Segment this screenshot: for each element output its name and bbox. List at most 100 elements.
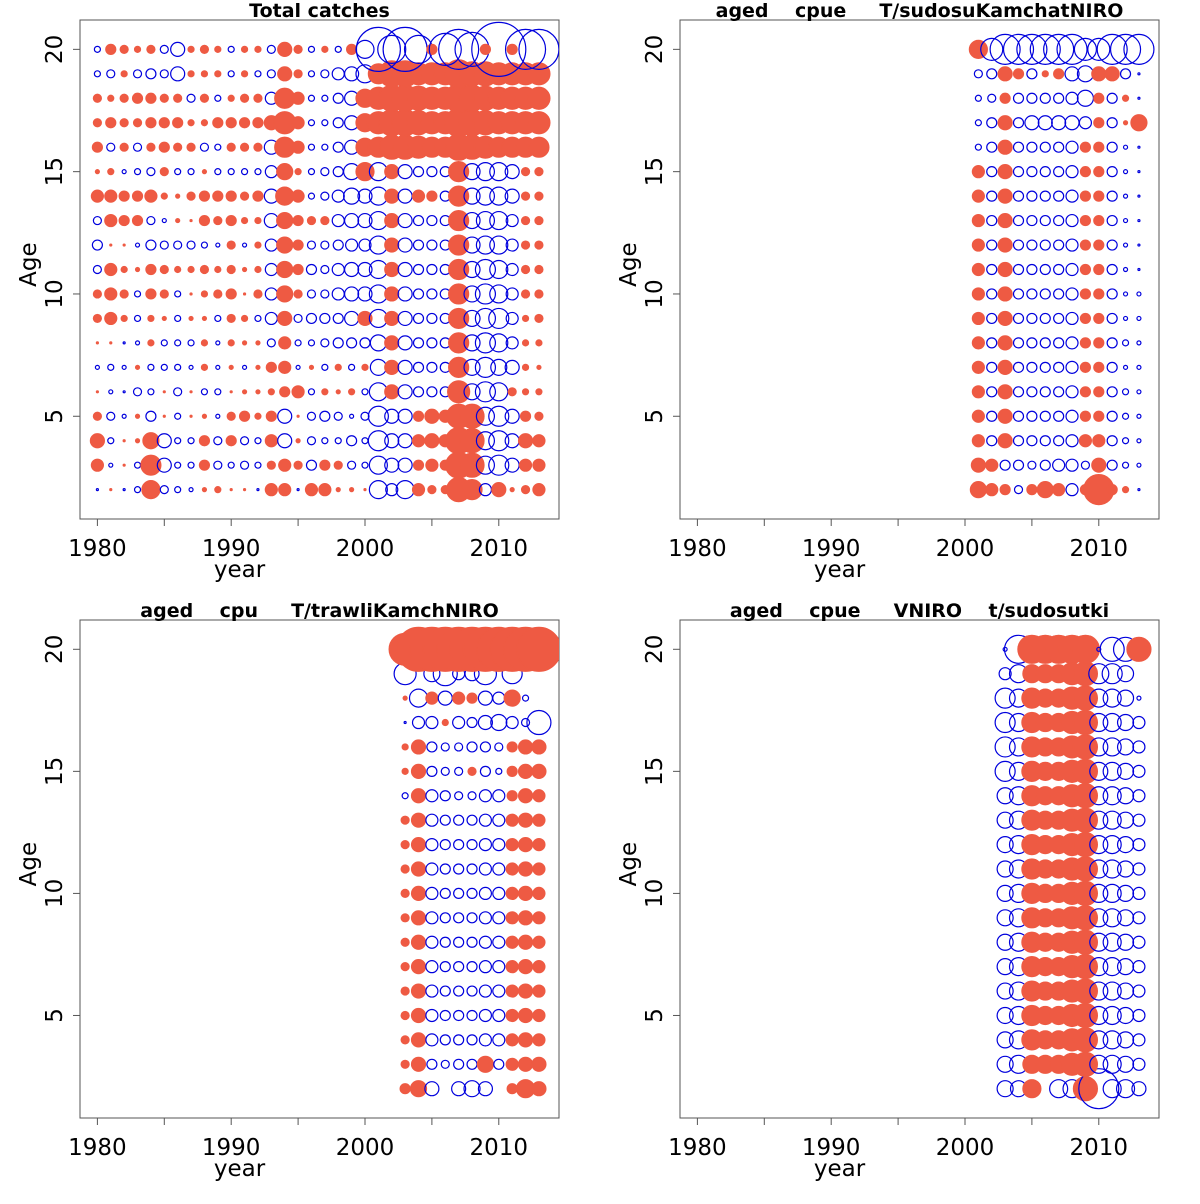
- bubble-positive: [505, 984, 519, 998]
- bubble-negative: [478, 911, 493, 925]
- bubble-positive: [503, 689, 521, 707]
- bubble-positive: [532, 837, 546, 852]
- bubble-positive: [1072, 758, 1099, 784]
- bubble-negative: [1065, 409, 1079, 423]
- bubble-negative: [1012, 361, 1025, 373]
- bubble-positive: [189, 414, 193, 418]
- bubble-negative: [174, 437, 182, 445]
- bubble-negative: [1053, 361, 1065, 373]
- bubble-negative: [1122, 242, 1129, 248]
- bubble-negative: [1065, 287, 1079, 301]
- bubble-negative: [307, 388, 316, 396]
- bubble-negative: [1116, 787, 1135, 805]
- bubble-negative: [463, 1080, 481, 1098]
- bubble-negative: [305, 459, 318, 471]
- bubble-negative: [357, 261, 373, 278]
- bubble-positive: [448, 161, 470, 183]
- bubble-negative: [319, 312, 331, 325]
- bubble-positive: [532, 434, 546, 448]
- bubble-negative: [145, 68, 157, 80]
- bubble-negative: [1065, 238, 1079, 252]
- bubble-negative: [1053, 214, 1065, 227]
- bubble-negative: [504, 164, 520, 180]
- bubble-negative: [453, 863, 465, 875]
- bubble-positive: [104, 311, 118, 326]
- bubble-negative: [505, 287, 519, 301]
- bubble-positive: [1093, 117, 1105, 129]
- bubble-negative: [1064, 66, 1080, 82]
- bubble-negative: [133, 461, 142, 469]
- bubble-negative: [478, 789, 493, 803]
- bubble-positive: [535, 339, 543, 347]
- bubble-positive: [253, 93, 263, 103]
- bubble-negative: [93, 45, 101, 53]
- bubble-positive: [517, 934, 534, 950]
- bubble-positive: [120, 265, 128, 274]
- bubble-negative: [277, 408, 293, 424]
- bubble-positive: [105, 117, 117, 129]
- bubble-positive: [410, 910, 427, 926]
- bubble-positive: [105, 43, 117, 55]
- bubble-negative: [1053, 288, 1065, 300]
- bubble-negative: [504, 359, 520, 375]
- bubble-positive: [1104, 66, 1120, 82]
- bubble-positive: [291, 189, 305, 203]
- bubble-negative: [214, 314, 222, 323]
- bubble-positive: [349, 487, 355, 493]
- bubble-positive: [363, 488, 367, 492]
- bubble-positive: [517, 959, 534, 975]
- bubble-positive: [527, 111, 551, 135]
- bubble-positive: [1093, 410, 1105, 422]
- bubble-positive: [410, 934, 427, 950]
- bubble-positive: [159, 289, 169, 299]
- bubble-negative: [240, 168, 249, 176]
- bubble-negative: [425, 715, 439, 730]
- bubble-positive: [1093, 214, 1105, 227]
- bubble-positive: [94, 169, 100, 175]
- bubble-positive: [410, 1032, 427, 1048]
- bubble-positive: [466, 692, 478, 704]
- bubble-positive: [997, 408, 1013, 424]
- bubble-positive: [321, 45, 329, 53]
- bubble-negative: [1132, 935, 1146, 949]
- bubble-negative: [466, 912, 478, 924]
- bubble-negative: [307, 70, 316, 78]
- bubble-positive: [410, 1056, 427, 1072]
- bubble-positive: [1072, 783, 1099, 809]
- bubble-negative: [996, 1055, 1014, 1073]
- bubble-negative: [478, 960, 493, 974]
- bubble-negative: [331, 189, 345, 203]
- bubble-positive: [1022, 1079, 1042, 1099]
- bubble-positive: [239, 191, 250, 201]
- bubble-negative: [397, 359, 413, 375]
- bubble-negative: [215, 364, 221, 370]
- bubble-positive: [1079, 288, 1092, 300]
- bubble-positive: [200, 290, 209, 298]
- bubble-negative: [1049, 1079, 1069, 1099]
- bubble-negative: [1106, 117, 1118, 129]
- panel-title: aged cpue VNIRO t/sudosutki: [730, 600, 1109, 622]
- bubble-positive: [225, 435, 237, 447]
- bubble-negative: [295, 364, 301, 370]
- bubble-negative: [488, 454, 510, 476]
- bubble-negative: [1116, 1006, 1135, 1025]
- bubble-negative: [492, 691, 506, 705]
- bubble-positive: [276, 163, 294, 181]
- bubble-negative: [428, 32, 462, 66]
- bubble-negative: [1102, 1079, 1122, 1099]
- bubble-negative: [474, 258, 497, 281]
- bubble-positive: [225, 190, 237, 202]
- bubble-negative: [241, 242, 248, 248]
- bubble-negative: [426, 166, 438, 178]
- bubble-positive: [240, 216, 249, 225]
- bubble-negative: [452, 715, 466, 730]
- y-axis-label: Age: [16, 842, 42, 886]
- bubble-negative: [1106, 190, 1118, 202]
- bubble-positive: [142, 432, 160, 450]
- bubble-positive: [242, 292, 247, 296]
- bubble-negative: [493, 1058, 505, 1070]
- bubble-negative: [1106, 92, 1118, 104]
- bubble-negative: [492, 1033, 506, 1047]
- bubble-negative: [1136, 413, 1142, 419]
- bubble-negative: [1089, 932, 1109, 952]
